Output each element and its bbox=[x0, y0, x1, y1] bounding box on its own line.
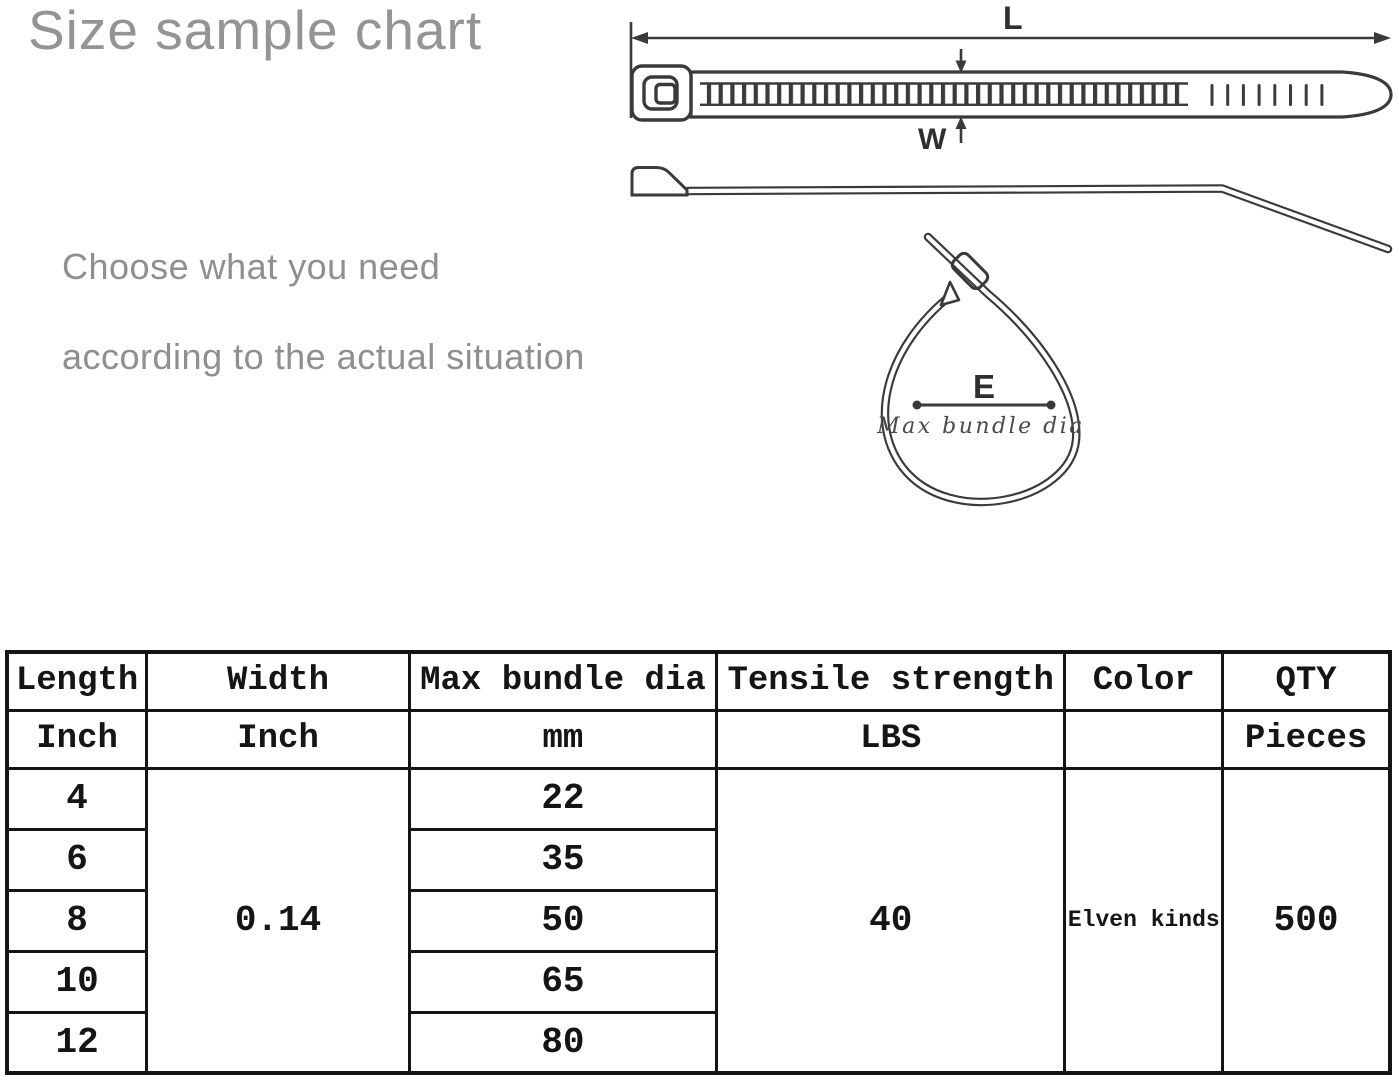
max-bundle-dia-cell: 50 bbox=[407, 888, 718, 953]
width-merged-cell: 0.14 bbox=[145, 766, 411, 1075]
bundle-dimension-label: E bbox=[973, 368, 995, 405]
col-header-length: Length bbox=[5, 650, 149, 712]
table-row: 8 50 bbox=[5, 888, 1390, 953]
col-header-qty: QTY bbox=[1221, 650, 1392, 712]
unit-row: Inch Inch mm LBS Pieces bbox=[5, 708, 1392, 770]
header-row: Length Width Max bundle dia Tensile stre… bbox=[5, 650, 1392, 712]
tie-head-side-view bbox=[630, 166, 689, 197]
unit-length: Inch bbox=[5, 708, 149, 770]
length-cell: 8 bbox=[5, 888, 149, 953]
unit-tensile-strength: LBS bbox=[714, 708, 1067, 770]
length-cell: 4 bbox=[5, 766, 149, 831]
length-cell: 6 bbox=[5, 827, 149, 892]
table-row: 10 65 bbox=[5, 949, 1390, 1014]
max-bundle-dia-cell: 80 bbox=[407, 1010, 718, 1075]
cable-tie-top-view bbox=[630, 64, 1393, 122]
cable-tie-side-view bbox=[630, 166, 1393, 254]
unit-width: Inch bbox=[145, 708, 411, 770]
max-bundle-dia-cell: 35 bbox=[407, 827, 718, 892]
col-header-width: Width bbox=[145, 650, 411, 712]
length-cell: 10 bbox=[5, 949, 149, 1014]
serration-ribs bbox=[704, 84, 1186, 104]
cable-tie-diagram: L W bbox=[629, 0, 1393, 507]
col-header-color: Color bbox=[1063, 650, 1225, 712]
subtitle-line-1: Choose what you need bbox=[62, 246, 441, 287]
color-merged-cell: Elven kinds bbox=[1063, 766, 1225, 1075]
head-flap bbox=[939, 280, 961, 307]
col-header-tensile-strength: Tensile strength bbox=[714, 650, 1067, 712]
bundle-dimension-line bbox=[912, 400, 1056, 410]
table-row: 6 35 bbox=[5, 827, 1390, 892]
unit-color bbox=[1063, 708, 1225, 770]
subtitle-line-2: according to the actual situation bbox=[62, 336, 585, 377]
table-row: 4 0.14 22 40 Elven kinds 500 bbox=[5, 766, 1392, 1075]
tail-tick-marks bbox=[1210, 84, 1324, 106]
cable-tie-loop-view bbox=[880, 232, 1081, 507]
bundle-caption: Max bundle dia bbox=[876, 414, 1085, 439]
unit-qty: Pieces bbox=[1221, 708, 1392, 770]
unit-max-bundle-dia: mm bbox=[407, 708, 718, 770]
table-row: 12 80 bbox=[5, 1010, 1390, 1075]
max-bundle-dia-cell: 22 bbox=[407, 766, 718, 831]
length-dimension-label: L bbox=[1003, 0, 1023, 36]
tie-head-top-view bbox=[630, 64, 693, 122]
size-table: Length Width Max bundle dia Tensile stre… bbox=[5, 650, 1392, 1075]
tie-head-loop-view bbox=[950, 251, 990, 291]
width-dimension-arrows bbox=[955, 49, 967, 143]
length-cell: 12 bbox=[5, 1010, 149, 1075]
col-header-max-bundle-dia: Max bundle dia bbox=[407, 650, 718, 712]
max-bundle-dia-cell: 65 bbox=[407, 949, 718, 1014]
qty-merged-cell: 500 bbox=[1221, 766, 1392, 1075]
tensile-strength-merged-cell: 40 bbox=[714, 766, 1067, 1075]
width-dimension-label: W bbox=[918, 123, 947, 156]
page-title: Size sample chart bbox=[28, 0, 483, 61]
